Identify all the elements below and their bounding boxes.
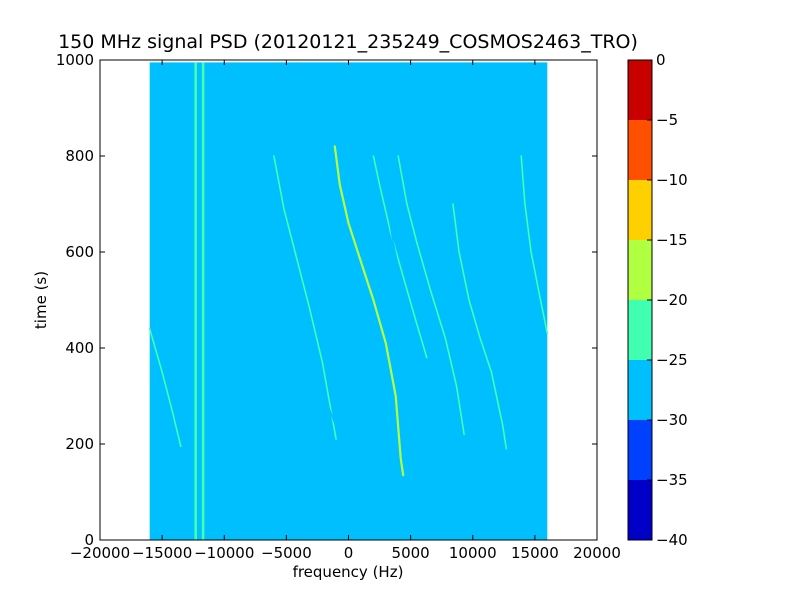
colorbar-tick-label: −35 xyxy=(656,471,688,489)
spectrogram-background xyxy=(149,62,548,541)
signal-track-17 xyxy=(520,155,549,335)
plot-area xyxy=(99,59,598,541)
colorbar-tick-label: 0 xyxy=(656,51,666,69)
colorbar: −40 −35 −30 −25 −20 −15 −10 −5 0 xyxy=(627,51,688,549)
y-tick-label: 600 xyxy=(65,243,94,261)
colorbar-band xyxy=(628,60,652,120)
y-tick-label: 1000 xyxy=(56,51,94,69)
colorbar-band xyxy=(628,300,652,360)
x-tick-label: −10000 xyxy=(194,544,254,562)
colorbar-band xyxy=(628,120,652,180)
signal-track-16 xyxy=(444,289,477,402)
signal-track-1 xyxy=(148,327,182,448)
y-tick-label: 400 xyxy=(65,339,94,357)
colorbar-tick-label: −25 xyxy=(656,351,688,369)
colorbar-band xyxy=(628,180,652,240)
x-tick-label: 0 xyxy=(344,544,354,562)
colorbar-tick-label: −40 xyxy=(656,531,688,549)
signal-track-10 xyxy=(333,145,405,477)
signal-track-3 xyxy=(171,232,194,316)
x-tick-label: 5000 xyxy=(392,544,430,562)
colorbar-band xyxy=(628,360,652,420)
x-tick-label: 15000 xyxy=(511,544,559,562)
signal-tracks xyxy=(148,145,549,477)
signal-track-8 xyxy=(273,308,305,441)
y-axis-label: time (s) xyxy=(32,271,50,329)
x-axis-ticks: −20000 −15000 −10000 −5000 0 5000 10000 15000 20… xyxy=(70,60,621,562)
colorbar-bands xyxy=(628,60,652,540)
y-axis-ticks: 0 200 400 600 800 1000 xyxy=(56,51,597,549)
colorbar-tick-label: −15 xyxy=(656,231,688,249)
y-tick-label: 200 xyxy=(65,435,94,453)
signal-track-9 xyxy=(312,366,339,431)
colorbar-band xyxy=(628,240,652,300)
x-tick-label: 10000 xyxy=(449,544,497,562)
signal-track-12 xyxy=(384,193,437,436)
signal-track-18 xyxy=(481,270,490,301)
signal-track-15 xyxy=(452,203,508,450)
x-tick-label: −15000 xyxy=(132,544,192,562)
x-tick-label: −5000 xyxy=(261,544,312,562)
colorbar-tick-label: −5 xyxy=(656,111,678,129)
colorbar-tick-label: −10 xyxy=(656,171,688,189)
signal-track-4 xyxy=(235,208,257,273)
chart-title: 150 MHz signal PSD (20120121_235249_COSM… xyxy=(58,31,638,53)
y-tick-label: 800 xyxy=(65,147,94,165)
y-tick-label: 0 xyxy=(84,531,94,549)
signal-track-11 xyxy=(372,155,428,359)
x-tick-label: −20000 xyxy=(70,544,130,562)
x-tick-label: 20000 xyxy=(573,544,621,562)
colorbar-band xyxy=(628,420,652,480)
signal-track-2 xyxy=(151,193,188,349)
x-axis-label: frequency (Hz) xyxy=(293,563,404,581)
vertical-signal-lines xyxy=(194,62,298,540)
signal-track-13 xyxy=(397,155,465,436)
signal-track-6 xyxy=(285,169,350,388)
signal-track-5 xyxy=(273,155,337,441)
signal-track-7 xyxy=(296,208,327,325)
colorbar-ticks: −40 −35 −30 −25 −20 −15 −10 −5 0 xyxy=(647,51,688,549)
colorbar-band xyxy=(628,480,652,540)
signal-track-14 xyxy=(412,270,449,421)
colorbar-tick-label: −30 xyxy=(656,411,688,429)
colorbar-tick-label: −20 xyxy=(656,291,688,309)
